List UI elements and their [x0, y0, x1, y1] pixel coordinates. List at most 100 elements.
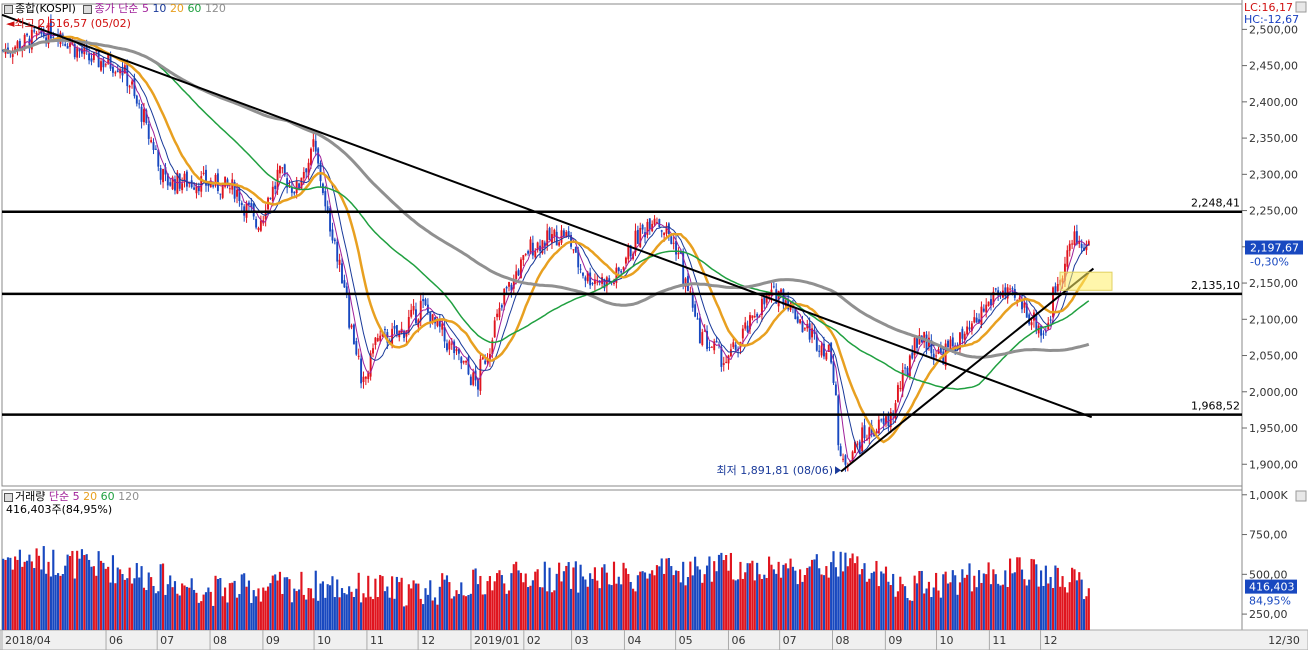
candle-body	[1085, 245, 1088, 251]
volume-bar	[620, 584, 623, 630]
candle-body	[877, 419, 880, 434]
level-label: 2,248,41	[1191, 197, 1240, 210]
candle-body	[247, 202, 250, 205]
volume-bar	[546, 591, 549, 630]
candle-body	[395, 325, 398, 335]
candle-body	[329, 208, 332, 232]
x-tick-label: 07	[783, 634, 797, 647]
candle-body	[837, 395, 840, 446]
arrow-left-icon: ◄	[6, 17, 15, 30]
candle-body	[11, 54, 14, 57]
volume-bar	[648, 573, 651, 630]
volume-bar	[694, 556, 697, 630]
volume-bar	[1037, 586, 1040, 630]
volume-bar	[732, 579, 735, 630]
candle-body	[274, 185, 277, 189]
volume-bar	[4, 559, 7, 630]
volume-bar	[734, 580, 737, 630]
volume-bar	[493, 581, 496, 630]
volume-bar	[999, 585, 1002, 630]
candle-body	[954, 348, 957, 352]
ma-toggle-icon[interactable]	[83, 4, 93, 14]
candle-body	[157, 149, 160, 167]
candle-body	[696, 318, 699, 320]
volume-panel-header: 거래량 단순 5 20 60 120	[4, 490, 139, 504]
volume-bar	[496, 573, 499, 630]
candle-body	[477, 379, 479, 390]
volume-bar	[278, 571, 282, 630]
candle-body	[536, 242, 539, 251]
volume-bar	[966, 574, 969, 630]
volume-bar	[942, 574, 945, 630]
volume-bar	[801, 581, 804, 630]
candle-body	[760, 298, 763, 316]
candle-body	[1071, 243, 1074, 245]
volume-bar	[770, 564, 773, 630]
volume-bar	[200, 601, 203, 630]
volume-bar	[123, 579, 126, 630]
volume-bar	[460, 582, 463, 630]
candle-body	[350, 325, 353, 328]
candle-body	[345, 286, 348, 295]
volume-bar	[73, 578, 76, 630]
volume-bar	[889, 585, 892, 630]
volume-bar	[825, 566, 828, 630]
candle-body	[446, 343, 448, 351]
volume-bar	[209, 591, 212, 630]
volume-bar	[892, 573, 895, 630]
candle-body	[744, 322, 747, 329]
volume-bar	[1085, 596, 1088, 630]
volume-bar	[1059, 586, 1062, 630]
volume-bar	[911, 600, 914, 630]
ma-label: 종가 단순	[94, 2, 139, 15]
volume-bar	[927, 581, 931, 630]
ma-period-5: 5	[141, 2, 149, 15]
volume-bar	[305, 599, 308, 630]
volume-bar	[288, 579, 291, 630]
volume-bar	[293, 588, 296, 630]
candle-body	[1054, 286, 1057, 293]
volume-bar	[37, 555, 41, 630]
volume-bar	[1075, 580, 1078, 630]
volume-bar	[739, 561, 742, 630]
volume-bar	[949, 582, 952, 630]
candle-body	[651, 223, 654, 232]
volume-bar	[355, 588, 358, 630]
volume-bar	[2, 558, 5, 630]
candle-body	[152, 142, 155, 150]
candle-body	[269, 197, 272, 199]
candle-body	[749, 315, 751, 330]
candle-body	[913, 337, 916, 356]
volume-bar	[166, 584, 169, 630]
candle-body	[14, 46, 17, 51]
candle-body	[510, 284, 513, 291]
volume-bar	[391, 576, 394, 630]
volume-bar	[407, 584, 410, 630]
candle-body	[393, 325, 396, 329]
candle-body	[701, 332, 704, 345]
volume-bar	[591, 578, 594, 630]
volume-bar	[632, 588, 635, 630]
volume-bar	[779, 577, 783, 630]
volume-bar	[338, 597, 341, 630]
volume-panel-restore-button[interactable]	[1295, 490, 1307, 502]
candle-body	[212, 185, 215, 187]
volume-pct-label: 84,95%	[1249, 595, 1291, 608]
volume-bar	[145, 590, 148, 630]
candle-body	[708, 346, 711, 348]
candle-body	[966, 326, 969, 335]
panel-toggle-icon[interactable]	[4, 4, 13, 14]
volume-bar	[469, 593, 472, 630]
volume-bar	[725, 554, 728, 630]
price-panel-restore-button[interactable]	[1295, 1, 1307, 13]
volume-toggle-icon[interactable]	[4, 492, 13, 502]
arrow-right-icon	[835, 466, 842, 475]
volume-bar	[491, 590, 494, 630]
candle-body	[720, 347, 723, 367]
candle-body	[756, 313, 759, 317]
x-tick-label: 08	[835, 634, 849, 647]
volume-bar	[138, 577, 141, 630]
volume-bar	[987, 562, 990, 630]
volume-bar	[243, 573, 246, 630]
